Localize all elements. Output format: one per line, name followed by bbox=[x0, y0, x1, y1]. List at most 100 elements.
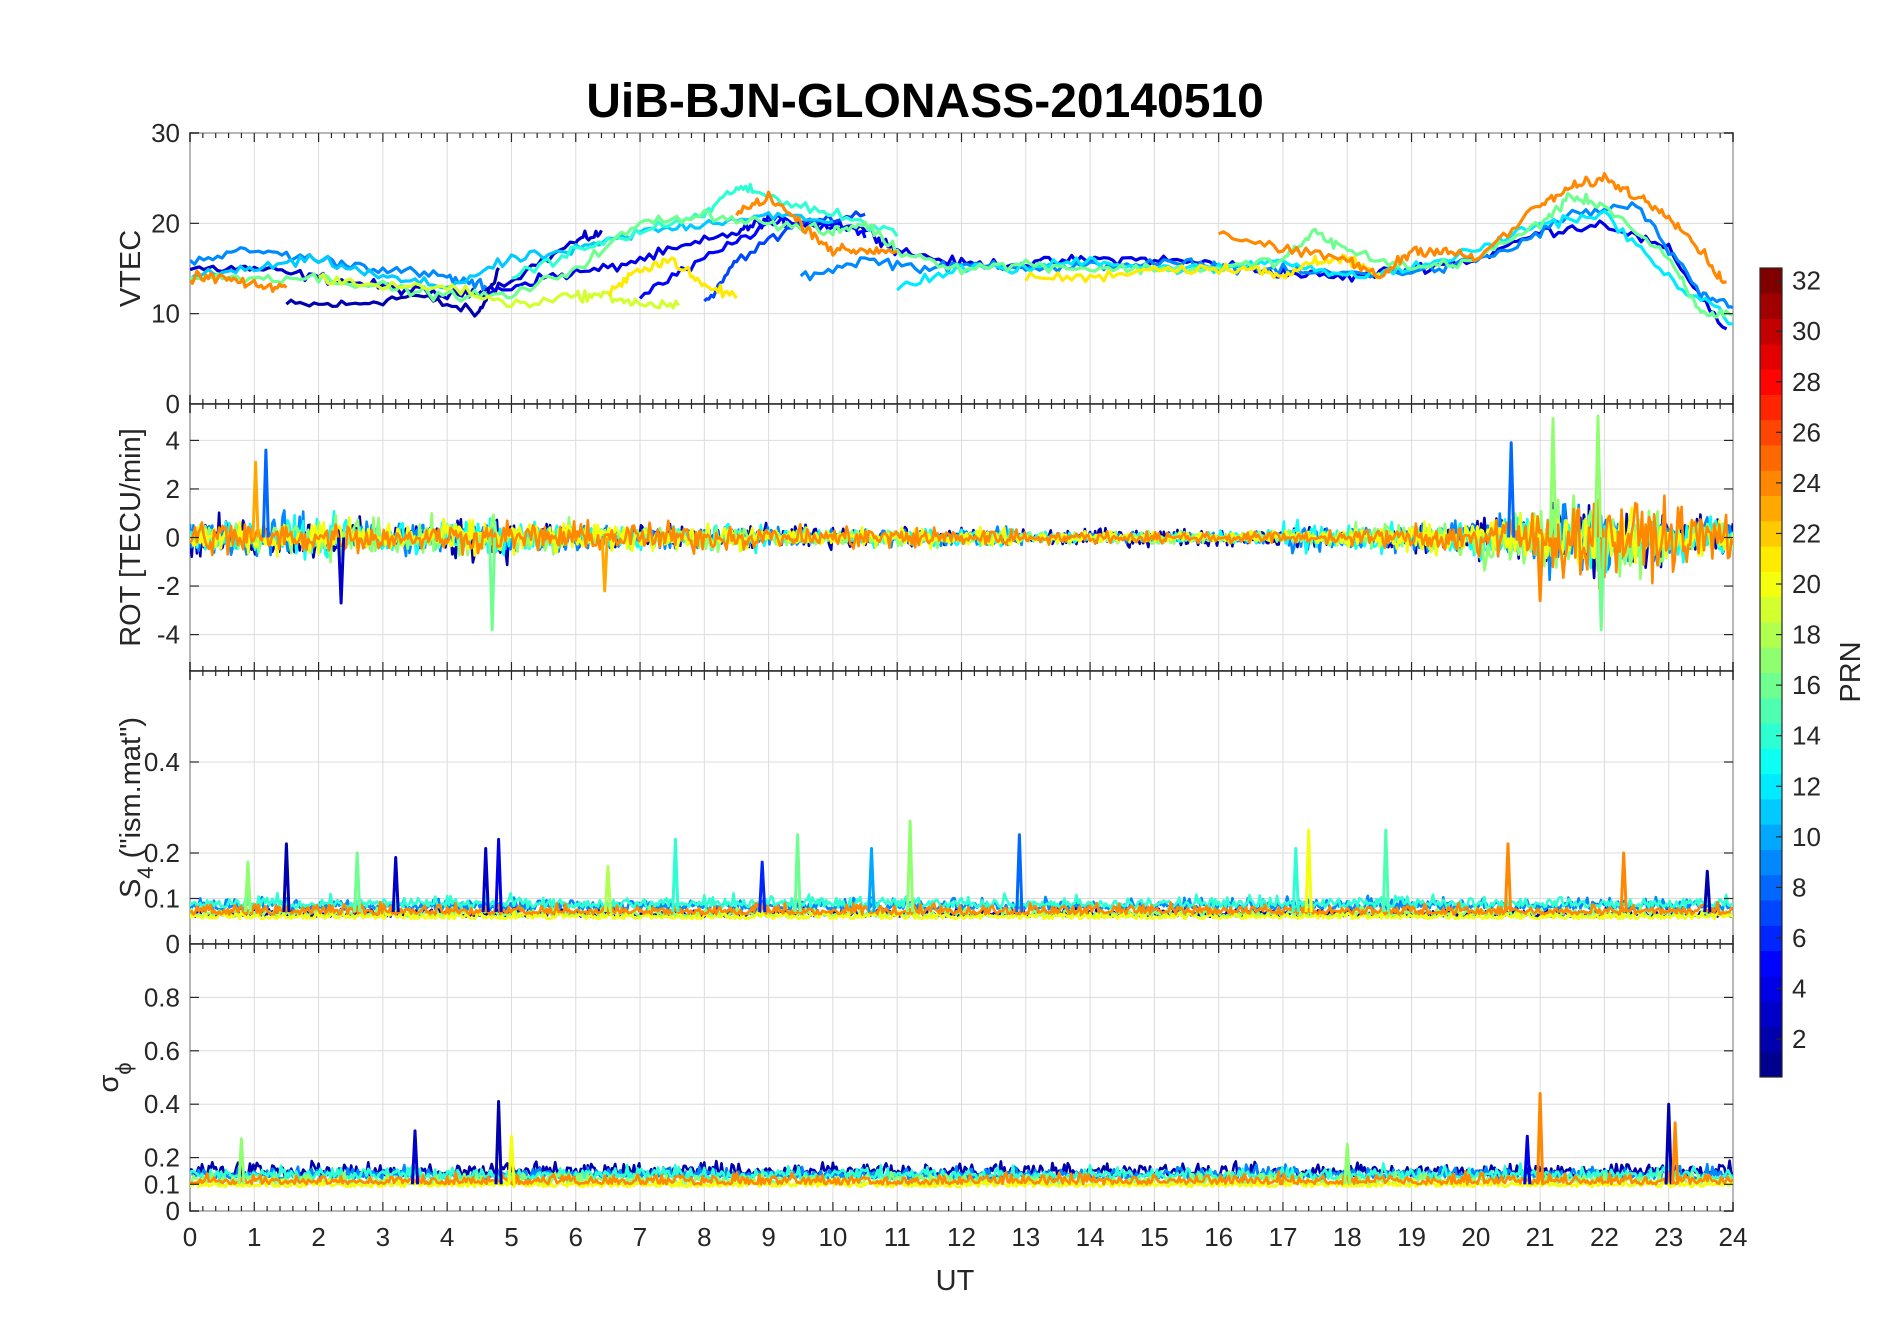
spike-prn-17 bbox=[1343, 1142, 1352, 1185]
colorbar-label: PRN bbox=[1835, 641, 1867, 702]
colorbar-band bbox=[1760, 318, 1782, 345]
spike-prn-2 bbox=[1703, 869, 1712, 913]
y-tick-label: 0.4 bbox=[144, 747, 180, 777]
spike-prn-16 bbox=[353, 851, 362, 913]
spike-prn-24 bbox=[1503, 842, 1513, 913]
spike-prn-17 bbox=[1548, 417, 1558, 538]
colorbar-band bbox=[1760, 647, 1782, 673]
spike-prn-14 bbox=[1291, 847, 1300, 913]
colorbar-band bbox=[1760, 495, 1782, 522]
vtec-series-prn-2 bbox=[285, 267, 500, 318]
colorbar-band bbox=[1760, 1051, 1782, 1078]
colorbar-tick-label: 6 bbox=[1792, 923, 1806, 953]
colorbar-band bbox=[1760, 824, 1782, 850]
colorbar-band bbox=[1760, 470, 1782, 497]
x-tick-label: 8 bbox=[697, 1222, 711, 1252]
y-tick-label: 0.2 bbox=[144, 838, 180, 868]
spike-prn-17 bbox=[906, 819, 915, 913]
colorbar-band bbox=[1760, 546, 1782, 572]
y-tick-label: 2 bbox=[166, 474, 180, 504]
vtec-series-prn-21 bbox=[607, 256, 738, 300]
colorbar-tick-label: 24 bbox=[1792, 468, 1821, 498]
spike-prn-6 bbox=[758, 860, 767, 913]
colorbar-band bbox=[1760, 596, 1782, 623]
x-tick-label: 7 bbox=[633, 1222, 647, 1252]
vtec-series-prn-24 bbox=[735, 190, 898, 257]
y-tick-label: 0.2 bbox=[144, 1143, 180, 1173]
colorbar-band bbox=[1760, 621, 1782, 648]
spike-prn-2 bbox=[282, 842, 291, 913]
x-axis-label: UT bbox=[936, 1265, 975, 1297]
colorbar-band bbox=[1760, 950, 1782, 977]
y-axis-label-main: S bbox=[115, 879, 147, 898]
y-tick-label: 0 bbox=[166, 929, 180, 959]
colorbar-band bbox=[1760, 975, 1782, 1002]
x-tick-label: 4 bbox=[440, 1222, 454, 1252]
colorbar-band bbox=[1760, 874, 1782, 901]
x-tick-label: 17 bbox=[1268, 1222, 1297, 1252]
colorbar-band bbox=[1760, 849, 1782, 876]
spike-prn-23 bbox=[600, 537, 609, 593]
x-tick-label: 20 bbox=[1461, 1222, 1490, 1252]
x-tick-label: 6 bbox=[569, 1222, 583, 1252]
spike-prn-24 bbox=[1619, 851, 1628, 913]
y-tick-label: 0 bbox=[166, 523, 180, 553]
x-tick-label: 22 bbox=[1590, 1222, 1619, 1252]
y-axis-label-sub: 4 bbox=[133, 866, 158, 878]
colorbar-band bbox=[1760, 343, 1782, 370]
plot-area bbox=[190, 172, 1733, 331]
x-tick-label: 10 bbox=[818, 1222, 847, 1252]
y-tick-label: 0 bbox=[166, 389, 180, 419]
colorbar-band bbox=[1760, 369, 1782, 395]
plot-area bbox=[190, 414, 1733, 632]
series-prn-14 bbox=[190, 891, 1733, 909]
panel-2: -4 -2 0 2 4 ROT [TECU/min] bbox=[115, 403, 1734, 672]
y-tick-label: 0.8 bbox=[144, 982, 180, 1012]
colorbar-band bbox=[1760, 1026, 1782, 1053]
spike-prn-24 bbox=[1536, 537, 1545, 603]
colorbar-band bbox=[1760, 444, 1782, 471]
colorbar-band bbox=[1760, 394, 1782, 421]
y-tick-label: 0.1 bbox=[144, 884, 180, 914]
spike-prn-2 bbox=[494, 1100, 503, 1185]
colorbar-tick-label: 18 bbox=[1792, 620, 1821, 650]
spike-prn-17 bbox=[1593, 414, 1603, 538]
spike-prn-24 bbox=[1671, 1121, 1680, 1185]
spike-prn-17 bbox=[237, 1137, 246, 1185]
colorbar-band bbox=[1760, 723, 1782, 749]
x-tick-label: 19 bbox=[1397, 1222, 1426, 1252]
series-prn-24 bbox=[190, 494, 1733, 590]
panel-3: 00.10.20.4S4 ("ism.mat") bbox=[115, 670, 1734, 959]
colorbar-tick-label: 14 bbox=[1792, 721, 1821, 751]
colorbar-tick-label: 20 bbox=[1792, 569, 1821, 599]
vtec-series-prn-3 bbox=[190, 229, 603, 301]
spike-prn-16 bbox=[488, 537, 497, 632]
y-tick-label: 30 bbox=[151, 118, 180, 148]
spike-prn-3 bbox=[410, 1129, 420, 1185]
y-tick-label: 0.1 bbox=[144, 1169, 180, 1199]
spike-prn-20 bbox=[507, 1134, 516, 1185]
colorbar-tick-label: 8 bbox=[1792, 872, 1806, 902]
spike-prn-10 bbox=[867, 847, 876, 913]
colorbar-band bbox=[1760, 798, 1782, 825]
y-axis-label: σϕ bbox=[93, 1062, 136, 1092]
y-axis-label-sub: ϕ bbox=[111, 1062, 136, 1074]
colorbar-band bbox=[1760, 697, 1782, 724]
colorbar-band bbox=[1760, 925, 1782, 952]
colorbar-tick-label: 2 bbox=[1792, 1024, 1806, 1054]
colorbar-tick-label: 16 bbox=[1792, 670, 1821, 700]
panel-1: 0 10 20 30 VTEC bbox=[115, 118, 1734, 419]
y-tick-label: 0 bbox=[166, 1196, 180, 1226]
spike-prn-16 bbox=[793, 833, 802, 913]
colorbar-band bbox=[1760, 900, 1782, 926]
spike-prn-2 bbox=[1664, 1102, 1673, 1185]
x-tick-label: 2 bbox=[311, 1222, 325, 1252]
vtec-series-prn-24 bbox=[190, 269, 288, 293]
colorbar-band bbox=[1760, 1001, 1782, 1027]
spike-prn-3 bbox=[481, 847, 490, 913]
colorbar-tick-label: 28 bbox=[1792, 367, 1821, 397]
plot-area bbox=[190, 1092, 1733, 1189]
